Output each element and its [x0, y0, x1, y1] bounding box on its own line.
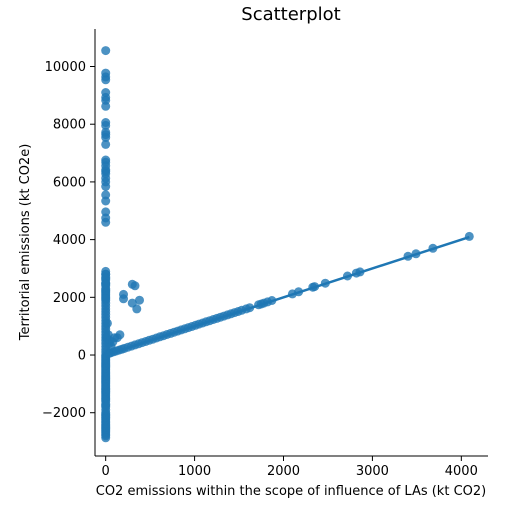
data-point	[101, 182, 111, 191]
data-point	[101, 75, 111, 85]
data-point	[101, 433, 111, 443]
x-axis-label: CO2 emissions within the scope of influe…	[96, 484, 486, 499]
data-point	[101, 101, 111, 111]
data-point	[101, 196, 111, 206]
x-tick-label: 3000	[356, 464, 389, 479]
scatter-points	[101, 46, 474, 443]
data-point	[101, 217, 111, 227]
data-point	[135, 295, 144, 305]
y-tick-label: 6000	[53, 175, 86, 190]
data-point	[101, 133, 111, 142]
data-point	[101, 46, 111, 56]
y-tick-label: 10000	[45, 60, 86, 75]
y-tick-label: −2000	[42, 406, 86, 421]
data-point	[464, 231, 474, 241]
y-tick-label: 0	[78, 349, 86, 364]
x-tick-label: 0	[102, 464, 110, 479]
x-tick-label: 1000	[178, 464, 211, 479]
data-point	[101, 294, 111, 304]
data-point	[130, 281, 140, 291]
x-axis-ticks: 0 1000 2000 3000 4000	[102, 456, 478, 479]
y-tick-label: 4000	[53, 233, 86, 248]
data-point	[115, 330, 125, 340]
data-point	[102, 318, 112, 328]
chart-title: Scatterplot	[241, 4, 340, 25]
data-point	[101, 139, 111, 149]
data-point	[132, 304, 142, 314]
regression-line	[105, 235, 470, 357]
y-tick-label: 8000	[53, 118, 86, 133]
y-axis-label: Territorial emissions (kt CO2e)	[18, 144, 33, 342]
x-tick-label: 4000	[445, 464, 478, 479]
x-tick-label: 2000	[267, 464, 300, 479]
data-point	[119, 294, 128, 304]
y-axis-ticks: −2000 0 2000 4000 6000 8000 10000	[42, 60, 95, 421]
data-point	[101, 120, 111, 130]
y-tick-label: 2000	[53, 291, 86, 306]
